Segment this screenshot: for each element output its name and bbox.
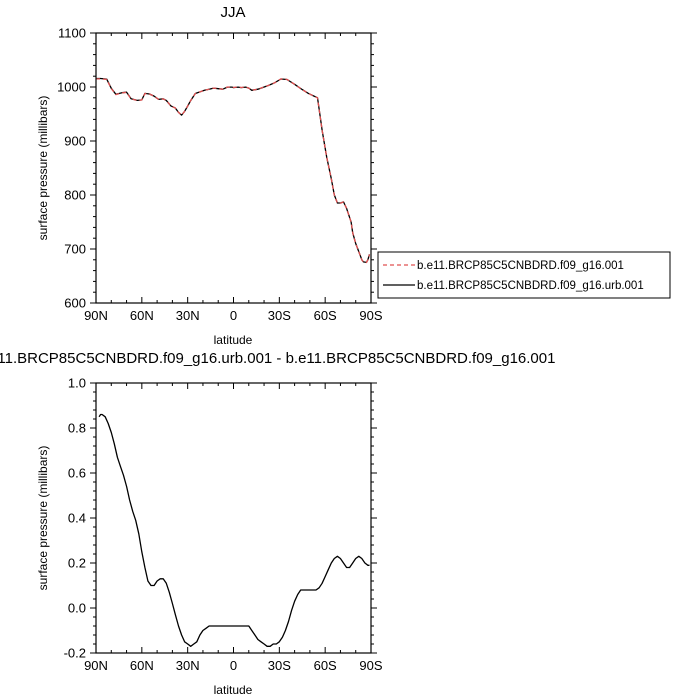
- top-y-tick-label: 900: [64, 134, 86, 149]
- top-chart-ylabel: surface pressure (millibars): [36, 96, 50, 241]
- legend-label-series-2: b.e11.BRCP85C5CNBDRD.f09_g16.urb.001: [417, 280, 644, 292]
- bottom-x-tick-label: 90N: [84, 658, 108, 673]
- bottom-chart-ticks: 90N 60N 30N 0 30S 60S 90S -0.2 0.0 0.2 0.4 0.6 0.8 1.…: [64, 376, 383, 674]
- bottom-x-tick-label: 90S: [359, 658, 382, 673]
- top-chart-series: [96, 77, 371, 264]
- bottom-chart-xlabel: latitude: [214, 683, 253, 697]
- top-x-tick-label: 90S: [359, 308, 382, 323]
- legend-box: [377, 251, 671, 299]
- bottom-series-line-1: [98, 413, 370, 647]
- bottom-y-tick-label: -0.2: [64, 646, 86, 661]
- legend-label-series-1: b.e11.BRCP85C5CNBDRD.f09_g16.001: [417, 260, 624, 272]
- top-series-line-2: [96, 77, 371, 264]
- top-chart-legend: b.e11.BRCP85C5CNBDRD.f09_g16.001 b.e11.B…: [377, 251, 671, 299]
- bottom-y-tick-label: 0.8: [68, 421, 86, 436]
- bottom-chart-ylabel: surface pressure (millibars): [36, 446, 50, 591]
- top-x-tick-label: 30S: [268, 308, 291, 323]
- bottom-y-tick-label: 1.0: [68, 376, 86, 391]
- top-y-tick-label: 700: [64, 242, 86, 257]
- bottom-y-tick-label: 0.0: [68, 601, 86, 616]
- bottom-chart-frame: [95, 382, 372, 654]
- top-x-tick-label: 0: [230, 308, 237, 323]
- top-chart-frame: [95, 32, 372, 304]
- top-x-tick-label: 60N: [130, 308, 154, 323]
- top-y-tick-label: 600: [64, 296, 86, 311]
- top-x-tick-label: 30N: [176, 308, 200, 323]
- top-series-line-1: [96, 78, 371, 264]
- bottom-chart-title: b.e11.BRCP85C5CNBDRD.f09_g16.urb.001 - b…: [0, 350, 555, 367]
- bottom-chart-series: [98, 413, 370, 647]
- top-chart-xlabel: latitude: [214, 333, 253, 347]
- bottom-y-tick-label: 0.4: [68, 511, 86, 526]
- bottom-x-tick-label: 60N: [130, 658, 154, 673]
- bottom-x-tick-label: 60S: [314, 658, 337, 673]
- top-y-tick-label: 800: [64, 188, 86, 203]
- top-chart-title: JJA: [220, 4, 245, 21]
- bottom-chart: b.e11.BRCP85C5CNBDRD.f09_g16.urb.001 - b…: [0, 350, 555, 697]
- bottom-y-tick-label: 0.2: [68, 556, 86, 571]
- top-y-tick-label: 1100: [58, 26, 86, 41]
- top-x-tick-label: 90N: [84, 308, 108, 323]
- top-x-tick-label: 60S: [314, 308, 337, 323]
- top-y-tick-label: 1000: [57, 80, 86, 95]
- bottom-x-tick-label: 30S: [268, 658, 291, 673]
- bottom-x-tick-label: 0: [230, 658, 237, 673]
- bottom-x-tick-label: 30N: [176, 658, 200, 673]
- bottom-y-tick-label: 0.6: [68, 466, 86, 481]
- top-chart-ticks: 90N 60N 30N 0 30S 60S 90S 600 700 800 900 1000 1100: [57, 26, 383, 324]
- top-chart: JJA latitude surface pressure (millibars…: [36, 4, 383, 347]
